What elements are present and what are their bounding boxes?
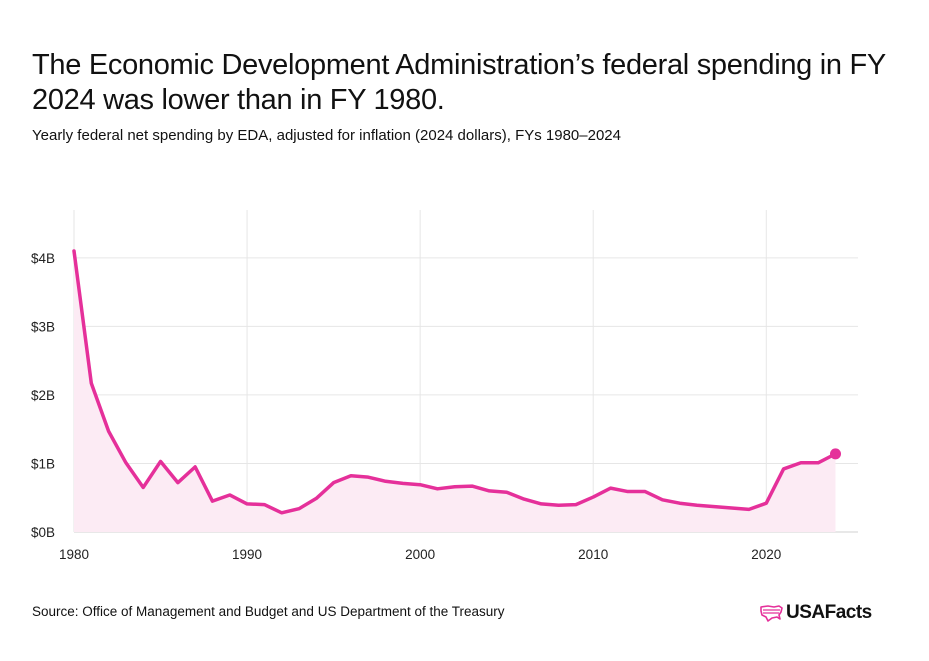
chart-title: The Economic Development Administration’… [32,49,886,116]
y-tick-label: $3B [31,319,55,334]
x-tick-label: 2000 [405,547,435,562]
x-tick-label: 2010 [578,547,608,562]
y-tick-label: $0B [31,525,55,540]
x-axis-labels: 1980 1990 2000 2010 2020 [59,547,781,562]
series-area [74,251,836,532]
source-note: Source: Office of Management and Budget … [32,604,505,619]
brand-name: USAFacts [786,602,872,623]
line-chart: $0B $1B $2B $3B $4B 1980 1990 2000 2010 2020 [31,210,858,562]
x-tick-label: 2020 [751,547,781,562]
chart-subtitle: Yearly federal net spending by EDA, adju… [32,127,621,144]
y-tick-label: $4B [31,251,55,266]
us-map-logo-icon [760,605,783,622]
line-layer [72,249,838,515]
y-tick-label: $2B [31,388,55,403]
x-tick-label: 1980 [59,547,89,562]
point-layer [830,448,841,460]
series-line [72,249,838,515]
usafacts-logo[interactable]: USAFacts [760,601,872,625]
x-tick-label: 1990 [232,547,262,562]
y-tick-label: $1B [31,456,55,471]
area-layer [74,251,836,532]
y-axis-labels: $0B $1B $2B $3B $4B [31,251,55,540]
last-point-marker [830,448,841,460]
